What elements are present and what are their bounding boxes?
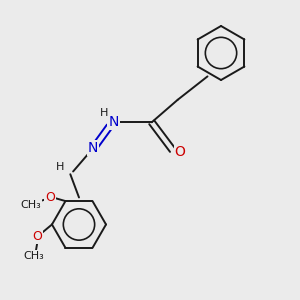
Text: H: H bbox=[100, 108, 108, 118]
Text: N: N bbox=[108, 115, 119, 129]
Text: N: N bbox=[88, 141, 98, 155]
Text: CH₃: CH₃ bbox=[24, 251, 44, 261]
Text: O: O bbox=[32, 230, 42, 243]
Text: H: H bbox=[56, 162, 64, 172]
Text: CH₃: CH₃ bbox=[20, 200, 41, 209]
Text: O: O bbox=[45, 191, 55, 204]
Text: O: O bbox=[175, 145, 186, 159]
